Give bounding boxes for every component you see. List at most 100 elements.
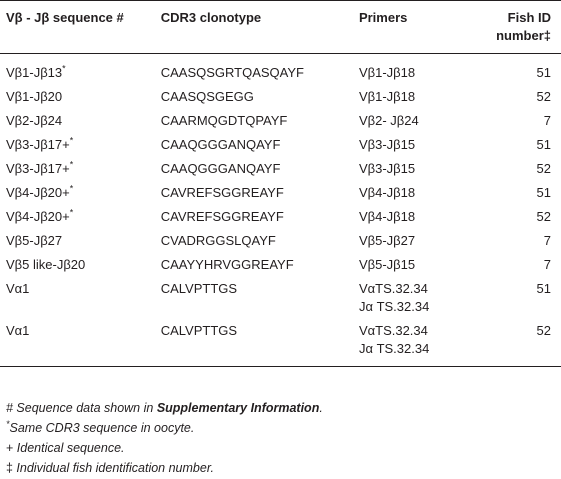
header-cdr3: CDR3 clonotype (160, 10, 262, 25)
header-fish-id-line1: Fish ID (507, 10, 551, 25)
cell-sequence: Vβ1-Jβ13* (0, 54, 155, 86)
primer-value: Vβ4-Jβ18 (358, 185, 416, 200)
header-row: Vβ - Jβ sequence # CDR3 clonotype Primer… (0, 0, 561, 54)
cell-cdr3: CAVREFSGGREAYF (160, 209, 284, 224)
sequence-value: Vβ1-Jβ20 (6, 89, 63, 104)
table-row: Vα1 CALVPTTGS VαTS.32.34 Jα TS.32.34 51 (0, 277, 561, 319)
header-fish-id-line2: number‡ (496, 28, 551, 43)
cell-fish-id: 52 (536, 161, 551, 176)
footnote-3-text: Identical sequence. (13, 441, 125, 455)
sequence-value: Vβ2-Jβ24 (6, 113, 63, 128)
cell-primers: Vβ4-Jβ18 (353, 205, 490, 229)
cell-fish-id: 51 (536, 137, 551, 152)
cell-cdr3: CAASQSGEGG (160, 89, 254, 104)
sequence-value: Vα1 (6, 281, 30, 296)
footnote-3-symbol: + (6, 441, 14, 455)
table-row: Vβ4-Jβ20+* CAVREFSGGREAYF Vβ4-Jβ18 52 (0, 205, 561, 229)
primer-value: Vβ5-Jβ15 (358, 257, 416, 272)
cell-cdr3: CAAYYHRVGGREAYF (160, 257, 294, 272)
cell-sequence: Vβ2-Jβ24 (0, 109, 155, 133)
cell-sequence: Vβ3-Jβ17+* (0, 157, 155, 181)
cell-fish-id: 51 (536, 185, 551, 200)
cell-fish-id: 51 (536, 65, 551, 80)
cell-primers: Vβ3-Jβ15 (353, 157, 490, 181)
cell-primers: Vβ2- Jβ24 (353, 109, 490, 133)
cell-primers: Vβ1-Jβ18 (353, 54, 490, 86)
cell-sequence: Vα1 (0, 277, 155, 319)
table-row: Vβ2-Jβ24 CAARMQGDTQPAYF Vβ2- Jβ24 7 (0, 109, 561, 133)
primer-value-2: Jα TS.32.34 (358, 341, 430, 356)
header-primers: Primers (358, 10, 408, 25)
cell-sequence: Vβ4-Jβ20+* (0, 181, 155, 205)
primer-value: Vβ1-Jβ18 (358, 89, 416, 104)
data-table: Vβ - Jβ sequence # CDR3 clonotype Primer… (0, 0, 561, 367)
sequence-value: Vβ3-Jβ17+ (6, 137, 70, 152)
footnote-1-link: Supplementary Information (156, 401, 320, 415)
primer-value: Vβ3-Jβ15 (358, 161, 416, 176)
cell-fish-id: 7 (543, 257, 551, 272)
footnote-identical: + Identical sequence. (6, 438, 125, 458)
cell-cdr3: CAVREFSGGREAYF (160, 185, 284, 200)
table-row: Vβ3-Jβ17+* CAAQGGGANQAYF Vβ3-Jβ15 51 (0, 133, 561, 157)
header-fish-id: Fish ID number‡ (490, 1, 561, 54)
sequence-mark: * (69, 207, 74, 218)
footnote-2-text: Same CDR3 sequence in oocyte. (9, 421, 195, 435)
table-row: Vβ1-Jβ13* CAASQSGRTQASQAYF Vβ1-Jβ18 51 (0, 54, 561, 86)
cell-fish-id: 52 (536, 209, 551, 224)
sequence-mark: * (69, 159, 74, 170)
footnote-2-mark: * (6, 418, 10, 429)
cell-sequence: Vβ5 like-Jβ20 (0, 253, 155, 277)
primer-value-2: Jα TS.32.34 (358, 299, 430, 314)
sequence-value: Vα1 (6, 323, 30, 338)
primer-value: Vβ4-Jβ18 (358, 209, 416, 224)
footnote-oocyte: *Same CDR3 sequence in oocyte. (6, 418, 194, 438)
sequence-value: Vβ4-Jβ20+ (6, 185, 70, 200)
cell-primers: Vβ4-Jβ18 (353, 181, 490, 205)
sequence-mark: * (69, 135, 74, 146)
header-sequence: Vβ - Jβ sequence # (6, 10, 124, 25)
cell-fish-id: 52 (536, 89, 551, 104)
cell-fish-id: 7 (543, 233, 551, 248)
primer-value: Vβ1-Jβ18 (358, 65, 416, 80)
cell-primers: Vβ5-Jβ27 (353, 229, 490, 253)
cell-primers: Vβ1-Jβ18 (353, 85, 490, 109)
primer-value: Vβ3-Jβ15 (358, 137, 416, 152)
primer-value: Vβ5-Jβ27 (358, 233, 416, 248)
primer-value: VαTS.32.34 (358, 323, 428, 338)
cell-fish-id: 51 (536, 281, 551, 296)
sequence-value: Vβ5-Jβ27 (6, 233, 63, 248)
footnote-4-text: Individual fish identification number. (12, 461, 214, 475)
table-row: Vβ5-Jβ27 CVADRGGSLQAYF Vβ5-Jβ27 7 (0, 229, 561, 253)
table-row: Vβ5 like-Jβ20 CAAYYHRVGGREAYF Vβ5-Jβ15 7 (0, 253, 561, 277)
footnote-1-text: # Sequence data shown in (6, 401, 157, 415)
cell-cdr3: CAAQGGGANQAYF (160, 137, 281, 152)
footnote-1-end: . (319, 401, 323, 415)
sequence-mark: * (69, 183, 74, 194)
cell-fish-id: 7 (543, 113, 551, 128)
primer-value: Vβ2- Jβ24 (358, 113, 419, 128)
cell-cdr3: CAASQSGRTQASQAYF (160, 65, 304, 80)
cell-cdr3: CALVPTTGS (160, 323, 238, 338)
cell-sequence: Vβ1-Jβ20 (0, 85, 155, 109)
footnote-4-symbol: ‡ (6, 461, 13, 475)
cell-primers: VαTS.32.34 Jα TS.32.34 (353, 277, 490, 319)
footnote-sequence-data: # Sequence data shown in Supplementary I… (6, 398, 323, 418)
table-header: Vβ - Jβ sequence # CDR3 clonotype Primer… (0, 0, 561, 54)
cell-sequence: Vβ4-Jβ20+* (0, 205, 155, 229)
table-row: Vα1 CALVPTTGS VαTS.32.34 Jα TS.32.34 52 (0, 319, 561, 367)
cell-cdr3: CAAQGGGANQAYF (160, 161, 281, 176)
cell-cdr3: CAARMQGDTQPAYF (160, 113, 288, 128)
table-row: Vβ1-Jβ20 CAASQSGEGG Vβ1-Jβ18 52 (0, 85, 561, 109)
primer-value: VαTS.32.34 (358, 281, 428, 296)
cell-primers: VαTS.32.34 Jα TS.32.34 (353, 319, 490, 367)
sequence-mark: * (62, 63, 66, 74)
cell-cdr3: CVADRGGSLQAYF (160, 233, 276, 248)
footnote-fish-id: ‡ Individual fish identification number. (6, 458, 214, 478)
table-body: Vβ1-Jβ13* CAASQSGRTQASQAYF Vβ1-Jβ18 51 Vβ1-J… (0, 54, 561, 367)
table-row: Vβ3-Jβ17+* CAAQGGGANQAYF Vβ3-Jβ15 52 (0, 157, 561, 181)
cell-sequence: Vα1 (0, 319, 155, 367)
sequence-value: Vβ3-Jβ17+ (6, 161, 70, 176)
cell-primers: Vβ3-Jβ15 (353, 133, 490, 157)
cell-fish-id: 52 (536, 323, 551, 338)
